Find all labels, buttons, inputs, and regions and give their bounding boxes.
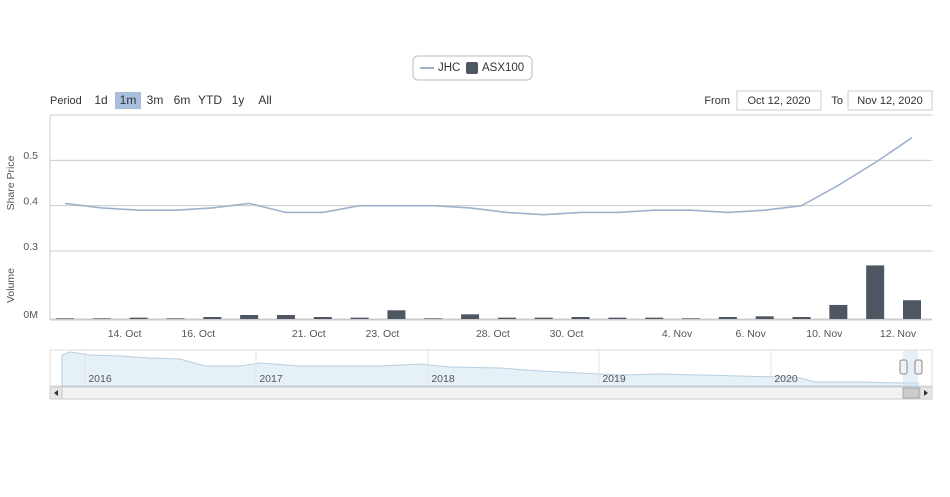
volume-bar bbox=[424, 318, 443, 319]
navigator-series bbox=[61, 351, 919, 387]
volume-bar bbox=[755, 316, 774, 319]
y-tick-label: 0.3 bbox=[23, 241, 38, 253]
x-tick-label: 30. Oct bbox=[550, 328, 584, 340]
volume-bar bbox=[682, 318, 701, 319]
volume-bar bbox=[129, 317, 148, 319]
volume-bar bbox=[571, 316, 590, 319]
y-axis-label: Share Price bbox=[5, 155, 17, 210]
range-button[interactable]: 3m bbox=[147, 93, 164, 107]
y-axis-label: Volume bbox=[5, 268, 17, 303]
x-tick-label: 23. Oct bbox=[366, 328, 400, 340]
navigator-year: 2019 bbox=[602, 373, 626, 385]
navigator-year: 2016 bbox=[88, 373, 112, 385]
volume-bar bbox=[534, 317, 553, 319]
navigator-year: 2018 bbox=[431, 373, 455, 385]
scroll-thumb[interactable] bbox=[902, 387, 920, 399]
x-tick-label: 10. Nov bbox=[806, 328, 843, 340]
to-input[interactable] bbox=[847, 90, 933, 111]
navigator-handle[interactable] bbox=[899, 359, 908, 375]
volume-bar bbox=[903, 300, 921, 319]
volume-bar bbox=[276, 314, 295, 319]
scrollbar[interactable] bbox=[49, 386, 933, 400]
volume-bar bbox=[718, 316, 737, 319]
navigator-window[interactable] bbox=[903, 350, 918, 386]
volume-bar bbox=[350, 317, 369, 319]
x-tick-label: 21. Oct bbox=[292, 328, 326, 340]
y-tick-label: 0.5 bbox=[23, 150, 38, 162]
navigator-year: 2020 bbox=[774, 373, 798, 385]
legend-swatch bbox=[466, 62, 478, 74]
volume-bar bbox=[608, 317, 627, 319]
range-button[interactable]: 1d bbox=[94, 93, 107, 107]
volume-bar bbox=[387, 310, 406, 319]
navigator-year: 2017 bbox=[259, 373, 283, 385]
price-line bbox=[64, 137, 913, 216]
y-tick-label: 0.4 bbox=[23, 195, 38, 207]
x-tick-label: 28. Oct bbox=[476, 328, 510, 340]
volume-bar bbox=[497, 317, 516, 319]
from-label: From bbox=[704, 95, 730, 107]
volume-bar bbox=[866, 265, 885, 319]
volume-bar bbox=[313, 316, 332, 319]
x-tick-label: 14. Oct bbox=[108, 328, 142, 340]
range-button[interactable]: 1y bbox=[232, 93, 245, 107]
volume-bar bbox=[461, 314, 480, 319]
volume-bar bbox=[166, 318, 185, 319]
x-tick-label: 4. Nov bbox=[662, 328, 693, 340]
volume-bar bbox=[645, 317, 664, 319]
range-button[interactable]: 1m bbox=[120, 93, 137, 107]
volume-bar bbox=[92, 318, 111, 319]
range-button[interactable]: YTD bbox=[198, 93, 222, 107]
volume-bar bbox=[203, 316, 222, 319]
to-value[interactable]: Nov 12, 2020 bbox=[857, 95, 922, 107]
from-value[interactable]: Oct 12, 2020 bbox=[748, 95, 811, 107]
arrow bbox=[54, 390, 58, 396]
volume-bar bbox=[829, 304, 848, 319]
arrow bbox=[924, 390, 928, 396]
x-tick-label: 16. Oct bbox=[181, 328, 215, 340]
range-button[interactable]: 6m bbox=[174, 93, 191, 107]
navigator-handle[interactable] bbox=[914, 359, 923, 375]
period-label: Period bbox=[50, 95, 82, 107]
x-tick-label: 12. Nov bbox=[880, 328, 917, 340]
legend-label[interactable]: ASX100 bbox=[482, 62, 524, 74]
button-selected[interactable] bbox=[115, 92, 141, 109]
x-tick-label: 6. Nov bbox=[736, 328, 767, 340]
volume-bar bbox=[792, 316, 811, 319]
legend-label[interactable]: JHC bbox=[438, 62, 460, 74]
y-tick-label: 0M bbox=[23, 309, 38, 321]
range-button[interactable]: All bbox=[258, 93, 271, 107]
volume-bar bbox=[240, 314, 259, 319]
from-input[interactable] bbox=[736, 90, 822, 111]
to-label: To bbox=[831, 95, 843, 107]
volume-bar bbox=[56, 318, 74, 319]
